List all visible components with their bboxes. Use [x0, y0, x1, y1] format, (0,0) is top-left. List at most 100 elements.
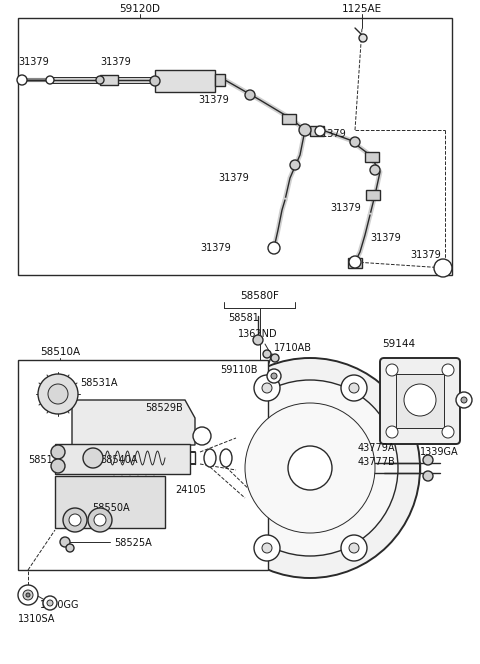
- Text: 58531A: 58531A: [80, 378, 118, 388]
- Ellipse shape: [204, 449, 216, 467]
- Circle shape: [288, 446, 332, 490]
- Ellipse shape: [220, 449, 232, 467]
- Bar: [18, 360, 268, 570]
- Circle shape: [359, 34, 367, 42]
- Text: 31379: 31379: [330, 203, 361, 213]
- Text: 58580F: 58580F: [240, 291, 279, 301]
- Circle shape: [370, 165, 380, 175]
- Bar: [348, 258, 362, 268]
- Text: 43777B: 43777B: [358, 457, 396, 467]
- Circle shape: [51, 445, 65, 459]
- Circle shape: [83, 448, 103, 468]
- Circle shape: [66, 544, 74, 552]
- Circle shape: [341, 375, 367, 401]
- Circle shape: [386, 426, 398, 438]
- Circle shape: [38, 374, 78, 414]
- Circle shape: [47, 600, 53, 606]
- Text: 58550A: 58550A: [92, 503, 130, 513]
- Circle shape: [193, 427, 211, 445]
- Circle shape: [18, 585, 38, 605]
- Text: 43779A: 43779A: [358, 443, 396, 453]
- Circle shape: [434, 259, 452, 277]
- Text: 31379: 31379: [18, 57, 49, 67]
- Bar: [55, 444, 190, 474]
- Circle shape: [245, 403, 375, 533]
- Text: 59120D: 59120D: [120, 4, 160, 14]
- Circle shape: [341, 535, 367, 561]
- Text: 31379: 31379: [198, 95, 229, 105]
- Circle shape: [150, 76, 160, 86]
- Text: 58529B: 58529B: [145, 403, 183, 413]
- Circle shape: [262, 543, 272, 553]
- Circle shape: [23, 590, 33, 600]
- Bar: [310, 126, 324, 136]
- Text: 1125AE: 1125AE: [342, 4, 382, 14]
- Circle shape: [299, 124, 311, 136]
- Bar: [215, 74, 225, 86]
- Bar: [155, 70, 215, 92]
- Circle shape: [88, 508, 112, 532]
- Bar: [55, 476, 165, 528]
- Text: 31379: 31379: [410, 250, 441, 260]
- Circle shape: [423, 471, 433, 481]
- Bar: [100, 75, 118, 85]
- Circle shape: [254, 535, 280, 561]
- Circle shape: [263, 350, 271, 358]
- Circle shape: [456, 392, 472, 408]
- Circle shape: [386, 364, 398, 376]
- Text: a: a: [199, 431, 205, 441]
- Text: 1360GG: 1360GG: [40, 600, 80, 610]
- Circle shape: [63, 508, 87, 532]
- Bar: [365, 152, 379, 162]
- Circle shape: [43, 596, 57, 610]
- Text: 31379: 31379: [315, 129, 346, 139]
- Text: 1710AB: 1710AB: [274, 343, 312, 353]
- Circle shape: [17, 75, 27, 85]
- Circle shape: [245, 90, 255, 100]
- Circle shape: [349, 543, 359, 553]
- Text: a: a: [440, 263, 446, 273]
- Circle shape: [290, 160, 300, 170]
- Bar: [366, 190, 380, 200]
- Circle shape: [48, 384, 68, 404]
- Text: 58525A: 58525A: [114, 538, 152, 548]
- Text: 31379: 31379: [100, 57, 131, 67]
- Circle shape: [268, 242, 280, 254]
- Circle shape: [51, 459, 65, 473]
- Circle shape: [262, 383, 272, 393]
- Circle shape: [271, 373, 277, 379]
- Circle shape: [349, 256, 361, 268]
- Circle shape: [60, 537, 70, 547]
- Circle shape: [69, 514, 81, 526]
- Text: 1310SA: 1310SA: [18, 614, 55, 624]
- Circle shape: [442, 426, 454, 438]
- Bar: [18, 18, 452, 275]
- Text: 58513: 58513: [28, 455, 59, 465]
- Circle shape: [349, 383, 359, 393]
- Text: 1339GA: 1339GA: [420, 447, 458, 457]
- Bar: [282, 114, 296, 124]
- Circle shape: [267, 369, 281, 383]
- Circle shape: [442, 364, 454, 376]
- Text: 1362ND: 1362ND: [238, 329, 277, 339]
- Circle shape: [96, 76, 104, 84]
- Text: 58510A: 58510A: [40, 347, 80, 357]
- Circle shape: [253, 335, 263, 345]
- Circle shape: [423, 455, 433, 465]
- Circle shape: [254, 375, 280, 401]
- Text: 24105: 24105: [175, 485, 206, 495]
- Text: 59110B: 59110B: [220, 365, 257, 375]
- Text: 58540A: 58540A: [100, 455, 137, 465]
- Circle shape: [350, 137, 360, 147]
- Text: 31379: 31379: [200, 243, 231, 253]
- Text: 59144: 59144: [382, 339, 415, 349]
- Circle shape: [404, 384, 436, 416]
- Circle shape: [461, 397, 467, 403]
- Text: 58581: 58581: [228, 313, 259, 323]
- Circle shape: [315, 126, 325, 136]
- FancyBboxPatch shape: [380, 358, 460, 444]
- Circle shape: [222, 380, 398, 556]
- Text: 31379: 31379: [370, 233, 401, 243]
- Circle shape: [200, 358, 420, 578]
- Bar: [396, 374, 444, 428]
